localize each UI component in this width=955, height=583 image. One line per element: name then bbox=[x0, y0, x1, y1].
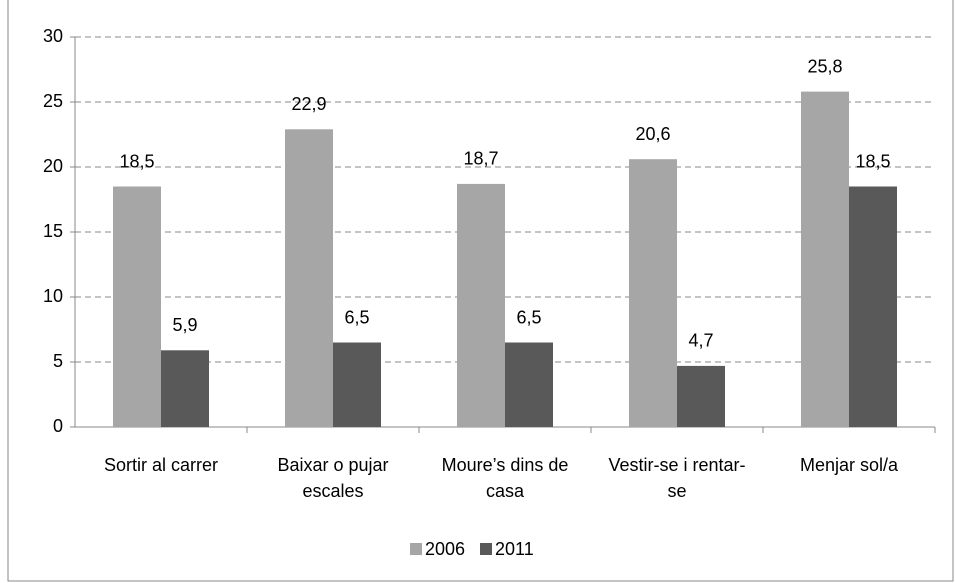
value-label: 18,7 bbox=[463, 149, 498, 169]
value-label: 22,9 bbox=[291, 94, 326, 114]
legend-label: 2011 bbox=[495, 539, 534, 559]
bar bbox=[505, 342, 553, 427]
bar bbox=[677, 365, 725, 427]
legend-swatch bbox=[410, 543, 422, 555]
x-tick-label: Sortir al carrer bbox=[103, 455, 219, 475]
y-tick-label: 0 bbox=[53, 416, 63, 436]
bar bbox=[457, 183, 505, 427]
bar bbox=[333, 342, 381, 427]
chart-border bbox=[7, 0, 954, 582]
value-label: 5,9 bbox=[172, 315, 197, 335]
legend-label: 2006 bbox=[425, 539, 465, 559]
y-tick-label: 20 bbox=[43, 156, 63, 176]
x-tick-label: Baixar o pujar escales bbox=[277, 455, 389, 501]
bar bbox=[113, 186, 161, 427]
value-label: 18,5 bbox=[855, 151, 890, 171]
y-tick-label: 15 bbox=[43, 221, 63, 241]
bar bbox=[285, 129, 333, 428]
bar bbox=[849, 186, 897, 427]
y-tick-label: 30 bbox=[43, 26, 63, 46]
x-tick-label: Moure’s dins de casa bbox=[441, 455, 569, 501]
value-label: 4,7 bbox=[688, 331, 713, 351]
value-label: 18,5 bbox=[119, 151, 154, 171]
y-tick-label: 5 bbox=[53, 351, 63, 371]
x-tick-label: Menjar sol/a bbox=[799, 455, 899, 475]
value-label: 6,5 bbox=[344, 307, 369, 327]
value-label: 20,6 bbox=[635, 124, 670, 144]
value-label: 6,5 bbox=[516, 307, 541, 327]
x-tick-label: Vestir-se i rentar-se bbox=[608, 455, 746, 501]
bar bbox=[801, 91, 849, 427]
y-tick-label: 10 bbox=[43, 286, 63, 306]
legend-swatch bbox=[480, 543, 492, 555]
y-tick-label: 25 bbox=[43, 91, 63, 111]
value-label: 25,8 bbox=[807, 56, 842, 76]
bar bbox=[161, 350, 209, 427]
bar bbox=[629, 159, 677, 427]
